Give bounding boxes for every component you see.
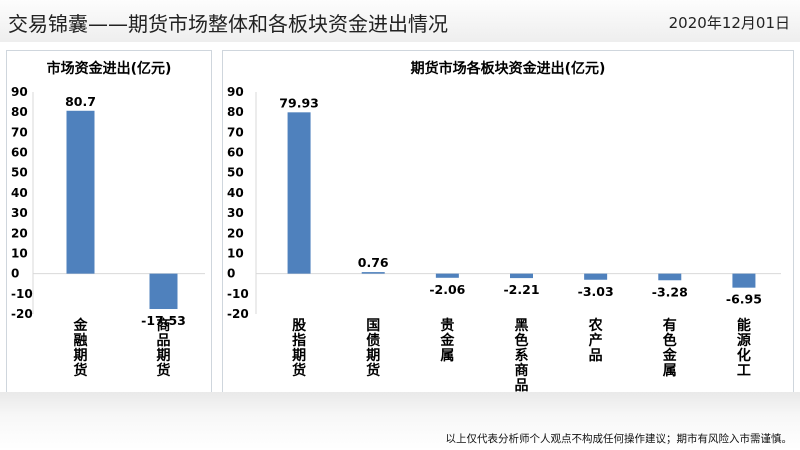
y-tick-label: 90 [227, 85, 244, 99]
data-label: 0.76 [358, 255, 389, 270]
disclaimer-text: 以上仅代表分析师个人观点不构成任何操作建议；期市有风险入市需谨慎。 [445, 433, 793, 445]
bar [149, 273, 178, 310]
y-tick-label: 60 [227, 146, 244, 160]
y-tick-label: 10 [227, 246, 244, 260]
y-tick-label: 0 [11, 267, 19, 281]
sector-flow-panel: 期货市场各板块资金进出(亿元) -20 -10 0 10 20 30 40 50 60 70 80 90… [222, 50, 794, 402]
data-label: -17.53 [141, 313, 186, 328]
report-date: 2020年12月01日 [668, 14, 790, 32]
y-tick-label: -10 [11, 287, 33, 301]
category-label: 股指期货 [291, 318, 307, 379]
sector-flow-chart: 期货市场各板块资金进出(亿元) -20 -10 0 10 20 30 40 50 60 70 80 90… [227, 60, 781, 394]
data-label: 79.93 [279, 95, 319, 110]
y-tick-label: 90 [11, 85, 28, 99]
data-label: -2.06 [429, 282, 465, 297]
y-tick-label: 20 [11, 226, 28, 240]
y-tick-label: 40 [227, 186, 244, 200]
category-label: 黑色系商品 [515, 318, 529, 394]
page-title: 交易锦囊——期货市场整体和各板块资金进出情况 [8, 12, 448, 36]
y-tick-label: 40 [11, 186, 28, 200]
y-tick-label: 80 [11, 105, 28, 119]
y-tick-label: 60 [11, 146, 28, 160]
y-tick-label: -20 [11, 307, 33, 321]
market-flow-chart: 市场资金进出(亿元) -20 -10 0 10 20 30 40 50 60 70 80 90 80.7 金… [11, 60, 205, 379]
bar [361, 272, 385, 274]
chart-title: 期货市场各板块资金进出(亿元) [411, 60, 606, 77]
category-label: 金融期货 [73, 317, 89, 379]
bar [658, 273, 682, 281]
bar [287, 112, 311, 274]
category-label: 商品期货 [156, 317, 171, 379]
y-tick-label: 70 [227, 125, 244, 139]
data-label: -2.21 [503, 282, 539, 297]
y-tick-label: 70 [11, 125, 28, 139]
y-tick-label: 20 [227, 226, 244, 240]
category-label: 有色金属 [662, 317, 678, 379]
y-tick-label: 80 [227, 105, 244, 119]
bar [584, 273, 608, 280]
category-label: 能源化工 [737, 317, 751, 379]
bar [732, 273, 756, 288]
y-tick-label: -10 [227, 287, 249, 301]
data-label: -3.28 [652, 284, 688, 299]
y-tick-label: 30 [227, 206, 244, 220]
data-label: 80.7 [65, 94, 96, 109]
category-label: 农产品 [588, 317, 604, 364]
y-tick-label: 50 [11, 166, 28, 180]
y-tick-label: 0 [227, 267, 235, 281]
y-tick-label: -20 [227, 307, 249, 321]
y-tick-label: 50 [227, 166, 244, 180]
y-tick-label: 10 [11, 246, 28, 260]
bottom-decoration [0, 392, 800, 450]
category-label: 国债期货 [365, 318, 380, 379]
data-label: -3.03 [578, 284, 614, 299]
header-banner: 交易锦囊——期货市场整体和各板块资金进出情况 2020年12月01日 [0, 0, 800, 42]
category-label: 贵金属 [439, 317, 455, 364]
market-flow-panel: 市场资金进出(亿元) -20 -10 0 10 20 30 40 50 60 70 80 90 80.7 金… [6, 50, 212, 402]
data-label: -6.95 [726, 292, 762, 307]
bar [435, 273, 459, 278]
bar [66, 110, 95, 274]
chart-title: 市场资金进出(亿元) [47, 60, 172, 77]
bar [510, 273, 533, 279]
y-tick-label: 30 [11, 206, 28, 220]
